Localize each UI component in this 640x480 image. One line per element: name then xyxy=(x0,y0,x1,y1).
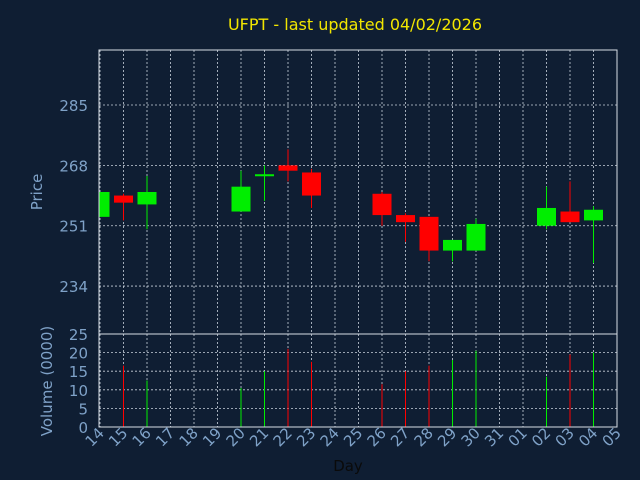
price-tick-label: 234 xyxy=(59,278,88,296)
x-tick-label-27: 27 xyxy=(387,424,413,450)
x-tick-label-29: 29 xyxy=(434,424,460,450)
volume-tick-label: 20 xyxy=(69,345,88,363)
x-tick-label-01: 01 xyxy=(505,424,531,450)
x-tick-label-25: 25 xyxy=(340,424,366,450)
x-tick-label-17: 17 xyxy=(152,424,178,450)
x-tick-label-30: 30 xyxy=(458,424,484,450)
candle-body-04 xyxy=(584,209,603,221)
candle-body-03 xyxy=(560,211,580,223)
x-tick-label-26: 26 xyxy=(364,424,390,450)
candle-body-21 xyxy=(255,174,274,177)
price-axis-label: Price xyxy=(28,174,46,211)
x-tick-label-15: 15 xyxy=(105,424,131,450)
x-tick-label-18: 18 xyxy=(176,424,202,450)
x-tick-label-31: 31 xyxy=(481,424,507,450)
x-tick-label-05: 05 xyxy=(599,424,625,450)
price-tick-label: 251 xyxy=(59,218,88,236)
candle-body-26 xyxy=(372,193,392,216)
candle-body-22 xyxy=(278,165,298,171)
x-tick-label-22: 22 xyxy=(270,424,296,450)
x-axis: 1415161718192021222324252627282930310102… xyxy=(82,424,625,450)
x-tick-label-23: 23 xyxy=(293,424,319,450)
volume-tick-label: 15 xyxy=(69,363,88,381)
volume-tick-label: 5 xyxy=(78,400,88,418)
x-tick-label-19: 19 xyxy=(199,424,225,450)
candle-body-29 xyxy=(443,239,462,251)
candle-body-20 xyxy=(231,186,251,212)
volume-frame xyxy=(98,333,618,428)
price-tick-label: 285 xyxy=(59,97,88,115)
price-panel: 234 251 268 285 xyxy=(59,49,618,335)
x-tick-label-20: 20 xyxy=(223,424,249,450)
candle-body-27 xyxy=(396,215,415,223)
x-tick-label-28: 28 xyxy=(411,424,437,450)
x-axis-label: Day xyxy=(333,457,363,475)
price-tick-label: 268 xyxy=(59,157,88,175)
candle-body-14 xyxy=(99,192,110,217)
x-tick-label-03: 03 xyxy=(552,424,578,450)
x-tick-label-04: 04 xyxy=(575,424,601,450)
candle-body-30 xyxy=(466,223,486,251)
x-tick-label-16: 16 xyxy=(129,424,155,450)
candle-body-28 xyxy=(419,216,439,251)
x-tick-label-21: 21 xyxy=(246,424,272,450)
candle-body-16 xyxy=(137,192,157,205)
x-tick-label-24: 24 xyxy=(317,424,343,450)
volume-tick-label: 0 xyxy=(78,419,88,437)
candle-body-15 xyxy=(114,195,133,203)
chart-title: UFPT - last updated 04/02/2026 xyxy=(228,15,482,34)
price-frame xyxy=(98,49,618,335)
volume-tick-label: 25 xyxy=(69,326,88,344)
volume-axis-label: Volume (0000) xyxy=(38,326,56,436)
candle-body-23 xyxy=(302,172,321,196)
x-tick-label-02: 02 xyxy=(528,424,554,450)
candle-body-02 xyxy=(537,207,556,226)
volume-tick-label: 10 xyxy=(69,382,88,400)
